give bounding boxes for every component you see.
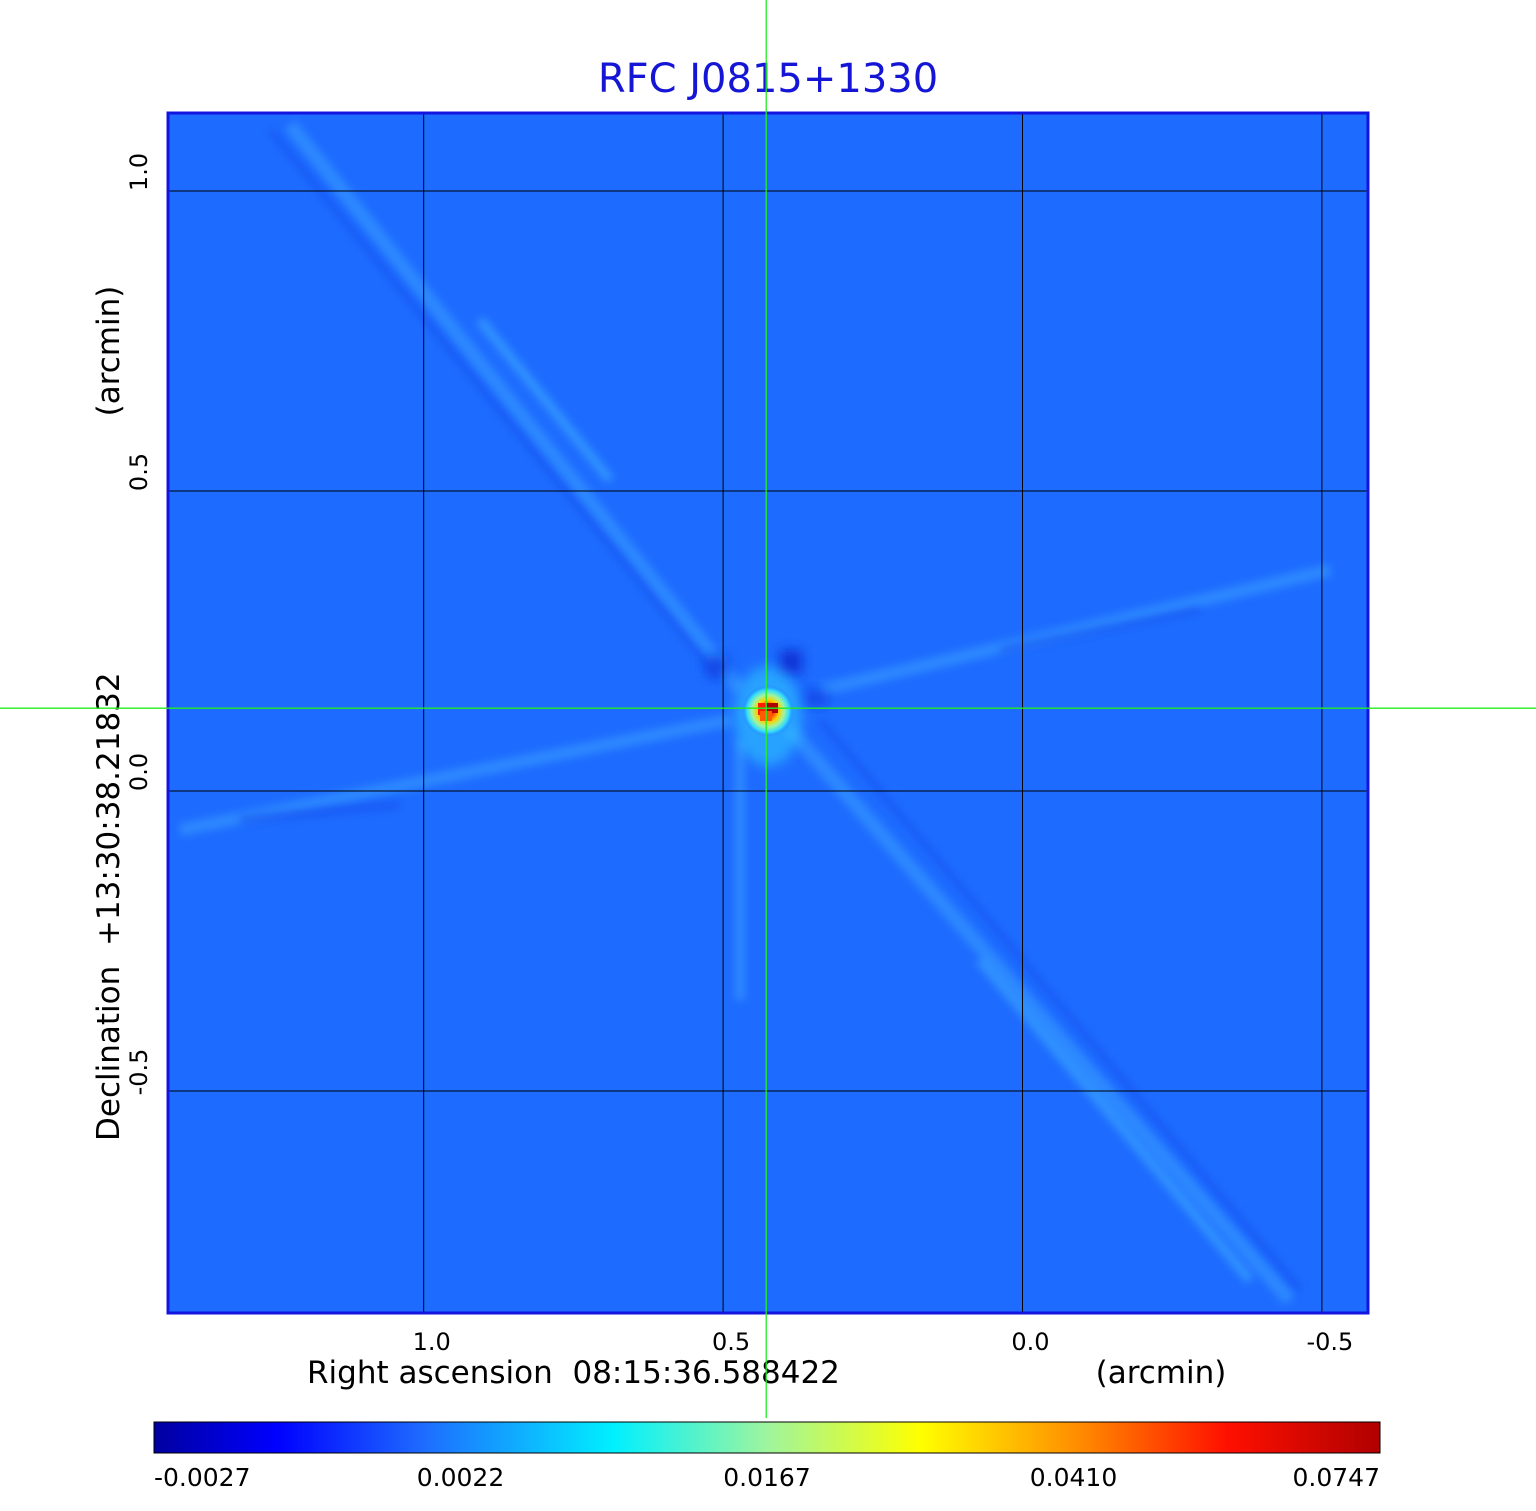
plot-frame bbox=[166, 111, 1370, 1315]
x-tick-label: 0.0 bbox=[1011, 1328, 1049, 1356]
x-tick-label: 0.5 bbox=[712, 1328, 750, 1356]
y-tick-labels: 1.0 0.5 0.0 -0.5 bbox=[125, 153, 153, 1096]
y-axis-unit: (arcmin) bbox=[91, 286, 127, 417]
colorbar bbox=[153, 1421, 1381, 1454]
heatmap-image bbox=[168, 113, 1368, 1313]
x-tick-labels: 1.0 0.5 0.0 -0.5 bbox=[413, 1328, 1354, 1356]
colorbar-tick-label: 0.0410 bbox=[1030, 1463, 1117, 1492]
y-tick-label: 0.0 bbox=[125, 753, 153, 791]
colorbar-tick-labels: -0.0027 0.0022 0.0167 0.0410 0.0747 bbox=[154, 1463, 1380, 1492]
negative-lobe-e bbox=[804, 690, 828, 706]
colorbar-tick-label: -0.0027 bbox=[154, 1463, 251, 1492]
y-tick-label: 1.0 bbox=[125, 153, 153, 191]
x-tick-label: 1.0 bbox=[413, 1328, 451, 1356]
colorbar-tick-label: 0.0022 bbox=[417, 1463, 504, 1492]
y-axis-label: Declination +13:30:38.21832 bbox=[91, 672, 127, 1141]
negative-lobe-nw bbox=[706, 656, 728, 676]
colorbar-tick-label: 0.0747 bbox=[1293, 1463, 1380, 1492]
y-tick-label: 0.5 bbox=[125, 453, 153, 491]
chart-title: RFC J0815+1330 bbox=[598, 56, 938, 102]
x-axis-unit: (arcmin) bbox=[1096, 1355, 1227, 1391]
x-axis-label: Right ascension 08:15:36.588422 bbox=[307, 1355, 840, 1391]
colorbar-tick-label: 0.0167 bbox=[723, 1463, 810, 1492]
negative-lobe-ne bbox=[780, 650, 802, 674]
x-tick-label: -0.5 bbox=[1306, 1328, 1353, 1356]
coordinate-grid bbox=[168, 113, 1368, 1313]
y-tick-label: -0.5 bbox=[125, 1049, 153, 1096]
